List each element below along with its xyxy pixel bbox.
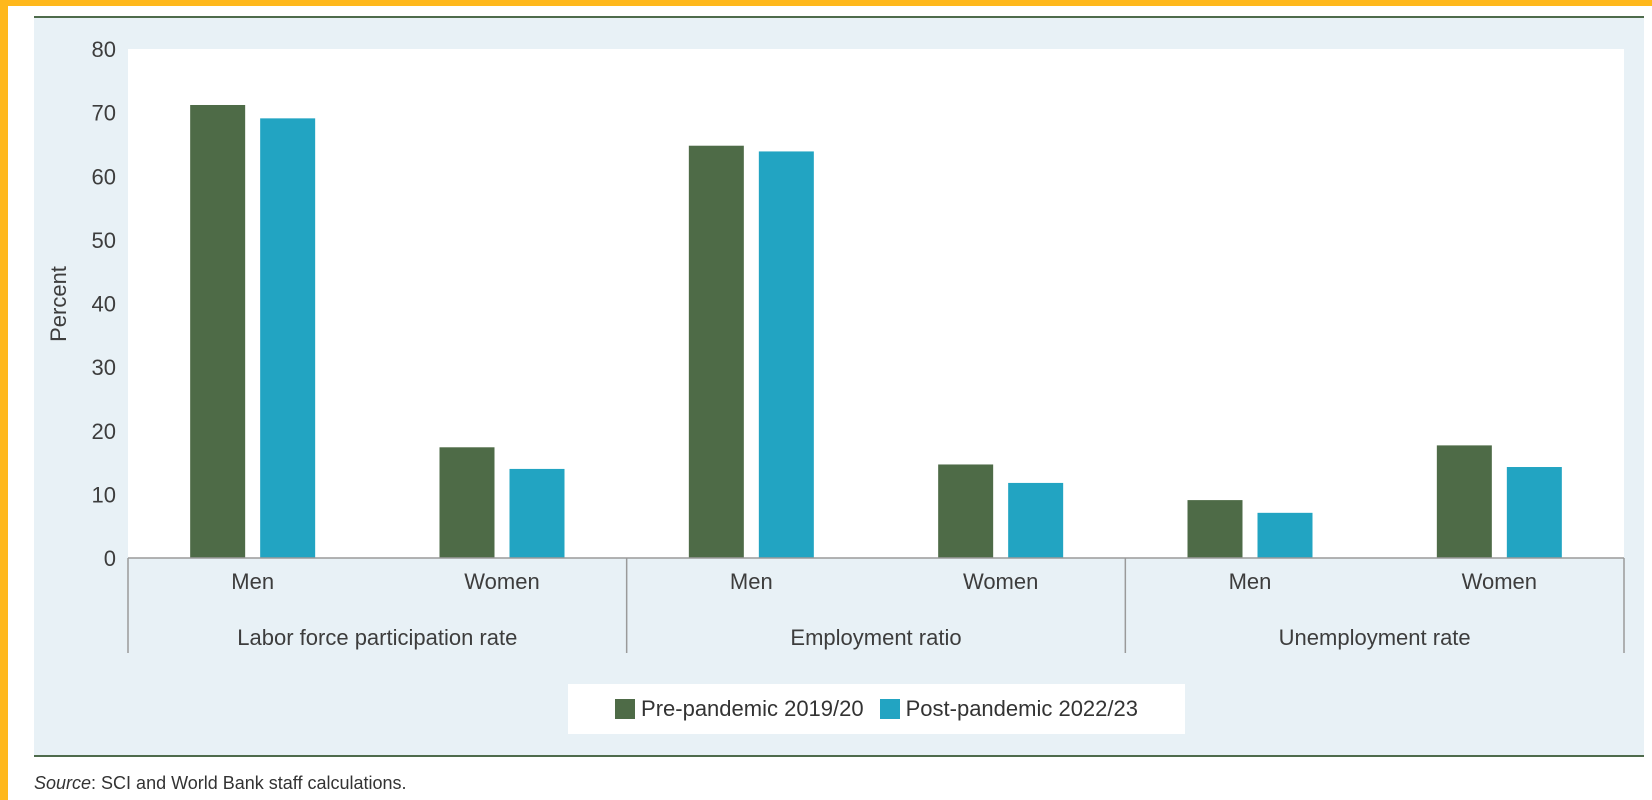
y-tick-label: 60 (92, 164, 116, 189)
x-group-label: Labor force participation rate (237, 625, 517, 650)
y-tick-label: 0 (104, 546, 116, 571)
bar-post-pandemic (1506, 467, 1562, 558)
x-subcategory-label: Women (1462, 569, 1537, 594)
bar-post-pandemic (260, 118, 316, 558)
top-rule (34, 16, 1644, 18)
bar-post-pandemic (1257, 512, 1313, 558)
bars (190, 104, 1562, 559)
y-axis: 0 10 20 30 40 50 60 70 80 (92, 37, 116, 571)
y-tick-label: 10 (92, 482, 116, 507)
y-tick-label: 30 (92, 355, 116, 380)
legend-item-post-pandemic: Post-pandemic 2022/23 (879, 696, 1138, 722)
y-tick-label: 50 (92, 228, 116, 253)
bar-pre-pandemic (688, 145, 744, 558)
source-label: Source (34, 773, 92, 793)
bar-pre-pandemic (439, 447, 495, 558)
bar-pre-pandemic (1187, 500, 1243, 558)
x-subcategory-label: Women (963, 569, 1038, 594)
legend: Pre-pandemic 2019/20 Post-pandemic 2022/… (568, 684, 1185, 734)
y-tick-label: 40 (92, 292, 116, 317)
bar-pre-pandemic (190, 104, 246, 559)
top-frame-bar (0, 0, 1652, 6)
x-subcategory-label: Men (730, 569, 773, 594)
x-group-label: Employment ratio (790, 625, 961, 650)
y-tick-label: 20 (92, 419, 116, 444)
x-subcategory-label: Men (1229, 569, 1272, 594)
bar-post-pandemic (758, 151, 814, 558)
x-group-label: Unemployment rate (1279, 625, 1471, 650)
y-tick-label: 80 (92, 37, 116, 62)
bar-post-pandemic (1008, 482, 1064, 558)
plot-area (128, 49, 1624, 558)
legend-swatch-pre-pandemic (615, 699, 636, 719)
x-subcategory-label: Men (231, 569, 274, 594)
legend-label-pre-pandemic: Pre-pandemic 2019/20 (641, 696, 864, 721)
bottom-rule (34, 755, 1644, 757)
legend-item-pre-pandemic: Pre-pandemic 2019/20 (615, 696, 864, 722)
bar-pre-pandemic (938, 464, 994, 558)
x-axis: Men Women Labor force participation rate Me… (127, 557, 1625, 653)
bar-chart: 0 10 20 30 40 50 60 70 80 Men Women Labor force pa… (46, 37, 1625, 653)
bar-pre-pandemic (1436, 445, 1492, 558)
left-frame-bar (0, 0, 8, 800)
x-subcategory-label: Women (464, 569, 539, 594)
bar-post-pandemic (509, 468, 565, 558)
legend-label-post-pandemic: Post-pandemic 2022/23 (905, 696, 1138, 721)
legend-swatch-post-pandemic (879, 699, 900, 719)
source-text: : SCI and World Bank staff calculations. (91, 773, 407, 793)
y-tick-label: 70 (92, 101, 116, 126)
y-axis-label: Percent (46, 266, 71, 342)
source-note: Source: SCI and World Bank staff calcula… (34, 773, 407, 794)
